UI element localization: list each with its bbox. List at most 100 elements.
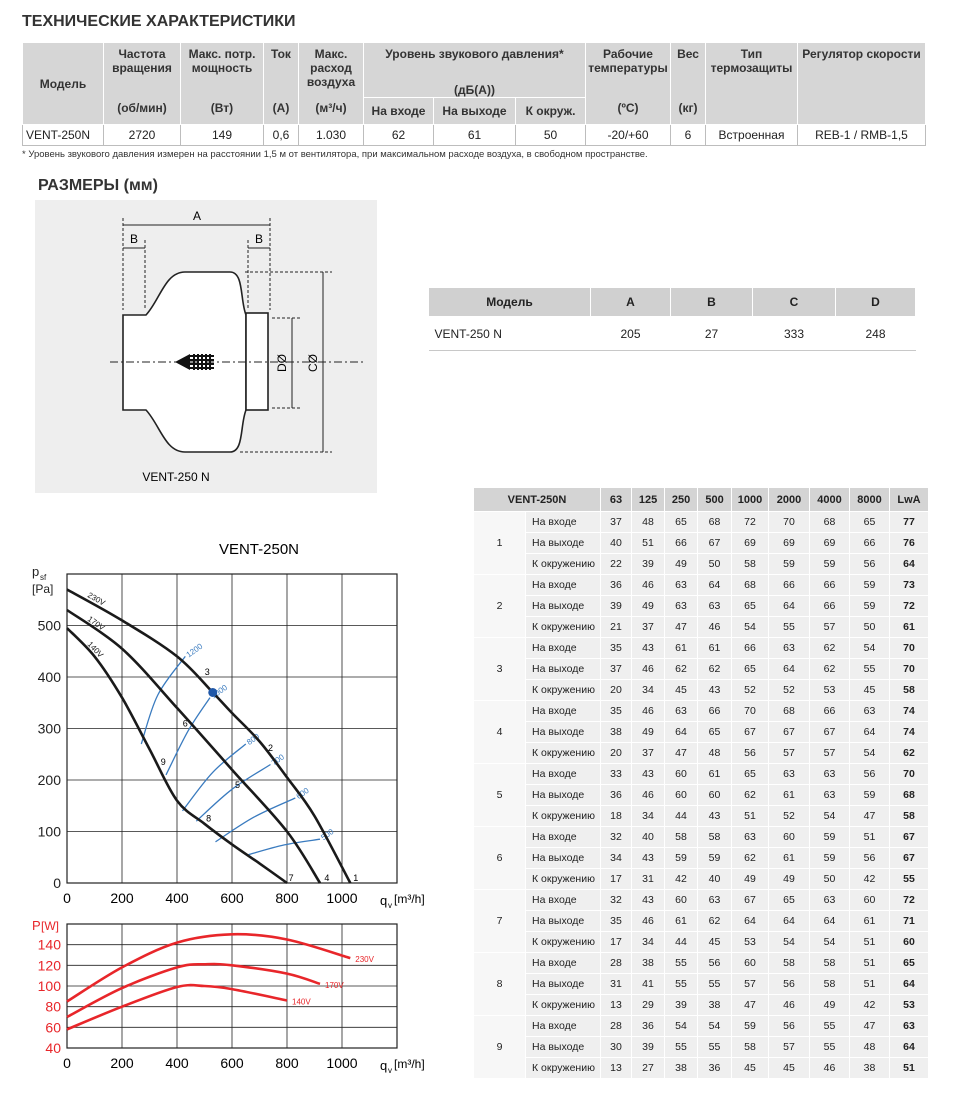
header-sub: На выходе	[433, 97, 516, 125]
header-cell: A	[590, 287, 671, 317]
data-cell: 48	[849, 1036, 891, 1058]
data-cell: 34	[600, 847, 633, 869]
data-cell: 47	[731, 994, 770, 1016]
operating-point-label: 2	[268, 743, 273, 753]
header-cell: Модель	[428, 287, 591, 317]
data-cell: 41	[631, 973, 666, 995]
data-cell: 50	[849, 616, 891, 638]
x-tick-label: 800	[275, 890, 299, 906]
data-cell: 70	[889, 658, 930, 680]
data-cell: 60	[664, 889, 699, 911]
row-label: На выходе	[524, 595, 602, 617]
data-cell: 50	[697, 553, 733, 575]
row-label: На выходе	[524, 784, 602, 806]
row-label: На входе	[524, 1015, 602, 1037]
data-cell: 49	[631, 721, 666, 743]
data-cell: 51	[849, 826, 891, 848]
data-cell: 60	[768, 826, 811, 848]
row-label: На входе	[524, 574, 602, 596]
data-cell: 63	[664, 595, 699, 617]
data-cell: 55	[849, 658, 891, 680]
flow-arrow-tail	[190, 354, 214, 370]
data-cell: 67	[809, 721, 851, 743]
data-cell: 55	[768, 616, 811, 638]
header-sub-text: На входе	[371, 104, 426, 118]
row-label: На входе	[524, 952, 602, 974]
row-label: К окружению	[524, 616, 602, 638]
data-cell: 53	[889, 994, 930, 1016]
row-label: На выходе	[524, 847, 602, 869]
row-label: На входе	[524, 511, 602, 533]
data-row: К окружению 17 31 42 40 49 49 50 42 55	[474, 868, 930, 890]
data-cell: 57	[809, 742, 851, 764]
header-cell: VENT-250N	[472, 487, 602, 512]
x-tick-label: 400	[165, 890, 189, 906]
curve	[66, 983, 288, 1031]
header-cell: 8000	[849, 487, 891, 512]
row-label: К окружению	[524, 742, 602, 764]
data-cell: 46	[631, 700, 666, 722]
header-title: Регулятор скорости	[802, 47, 921, 61]
data-cell: 35	[600, 637, 633, 659]
data-cell: 64	[849, 721, 891, 743]
data-cell: 63	[768, 763, 811, 785]
data-cell: 35	[600, 700, 633, 722]
data-cell: 65	[731, 763, 770, 785]
data-cell: 13	[600, 994, 633, 1016]
data-cell: 56	[849, 763, 891, 785]
data-cell: 62	[664, 658, 699, 680]
data-cell: 69	[768, 532, 811, 554]
data-cell: 49	[664, 553, 699, 575]
header-cell: 1000	[731, 487, 770, 512]
x-axis-label-sub: v	[388, 901, 392, 910]
data-row: К окружению 13 29 39 38 47 46 49 42 53	[474, 994, 930, 1016]
data-cell: 31	[631, 868, 666, 890]
group-cell: 3	[473, 637, 526, 701]
y-tick-label: 120	[38, 957, 62, 973]
data-cell: 67	[731, 721, 770, 743]
data-cell: 47	[664, 616, 699, 638]
speed-line	[181, 743, 247, 812]
data-cell: 63	[809, 763, 851, 785]
series-label: 170V	[325, 981, 344, 990]
data-cell: 63	[697, 889, 733, 911]
header-cell: Макс. потр. мощность (Вт)	[180, 42, 264, 125]
row-label: На входе	[524, 889, 602, 911]
header-cell: Ток (A)	[263, 42, 299, 125]
data-cell: 59	[768, 553, 811, 575]
data-row: На выходе 36 46 60 60 62 61 63 59 68	[474, 784, 930, 806]
data-cell: 13	[600, 1057, 633, 1079]
data-cell: 46	[631, 910, 666, 932]
data-cell: 61	[849, 910, 891, 932]
data-cell: 40	[697, 868, 733, 890]
data-row: На выходе 39 49 63 63 65 64 66 59 72	[474, 595, 930, 617]
data-cell: 67	[731, 889, 770, 911]
row-label: К окружению	[524, 805, 602, 827]
data-cell: 37	[600, 511, 633, 533]
data-cell: 63	[664, 574, 699, 596]
data-cell: 43	[631, 889, 666, 911]
data-cell: 38	[664, 1057, 699, 1079]
data-cell: 64	[664, 721, 699, 743]
data-cell: 149	[180, 124, 264, 146]
data-cell: 56	[768, 973, 811, 995]
data-cell: 58	[731, 1036, 770, 1058]
data-cell: 64	[809, 910, 851, 932]
data-cell: 54	[809, 931, 851, 953]
header-unit: (об/мин)	[117, 101, 167, 115]
header-cell: 250	[664, 487, 699, 512]
curve	[66, 588, 352, 884]
data-cell: 46	[809, 1057, 851, 1079]
header-title: Вес	[677, 47, 699, 61]
series-label: 230V	[355, 955, 374, 964]
data-cell: 37	[600, 658, 633, 680]
data-row: 9 На входе 28 36 54 54 59 56 55 47 63	[473, 1015, 930, 1079]
header-title: Макс. расход воздуха	[306, 47, 356, 89]
data-cell: 45	[697, 931, 733, 953]
data-cell: 48	[697, 742, 733, 764]
data-cell: 71	[889, 910, 930, 932]
speed-line	[248, 838, 321, 856]
data-cell: Встроенная	[705, 124, 798, 146]
dimensions-table: Модель A B C D VENT-250 N 205 27 333 248	[428, 287, 916, 351]
